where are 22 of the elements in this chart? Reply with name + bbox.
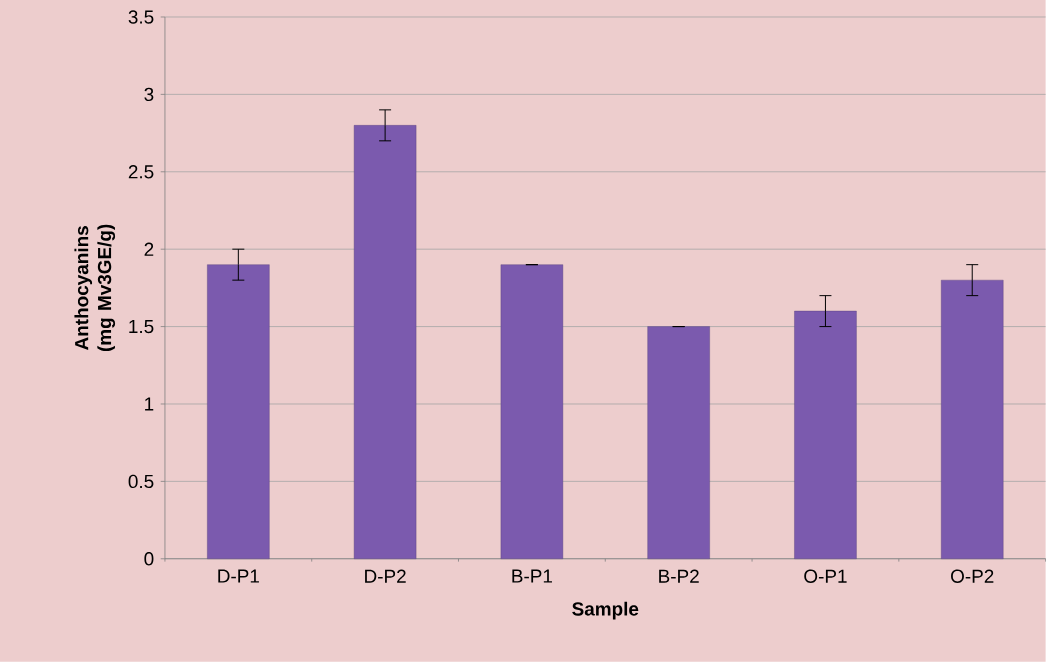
y-tick-label: 1 <box>145 397 154 411</box>
bar <box>353 125 417 560</box>
y-tick-label: 3 <box>144 87 154 102</box>
y-axis-title: Anthocyanins (mg Mv3GE/g) <box>74 224 116 352</box>
y-tick-label: 3.5 <box>128 10 154 24</box>
bar <box>647 326 710 560</box>
x-axis-title: Sample <box>572 601 639 620</box>
bar <box>794 311 857 560</box>
y-tick-label: 2 <box>144 242 154 256</box>
bar <box>941 280 1004 560</box>
y-tick-label: 2.5 <box>128 165 154 179</box>
bar <box>500 264 564 560</box>
x-tick-label: D-P2 <box>365 569 406 583</box>
y-tick-label: 1.5 <box>129 320 154 334</box>
x-tick-label: B-P1 <box>512 569 552 583</box>
y-tick-label: 0.5 <box>128 474 154 489</box>
x-tick-label: O-P1 <box>804 569 847 584</box>
x-tick-label: O-P2 <box>951 569 994 584</box>
y-tick-label: 0 <box>144 552 154 566</box>
x-tick-label: D-P1 <box>218 569 259 583</box>
bar <box>207 264 270 560</box>
x-tick-label: B-P2 <box>659 569 699 583</box>
